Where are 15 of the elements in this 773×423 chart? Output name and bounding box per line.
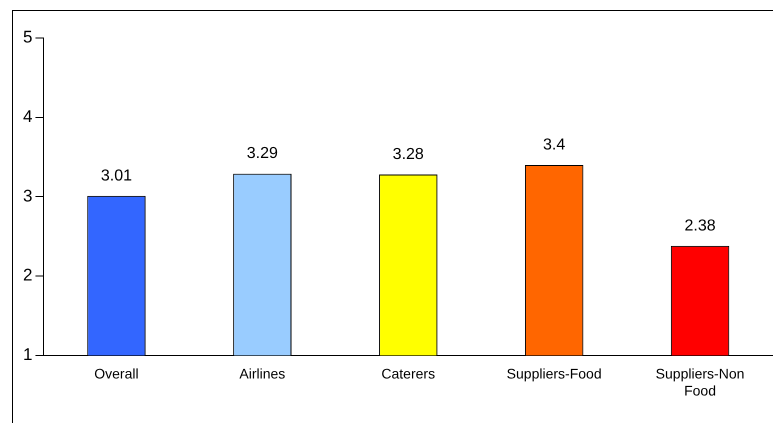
- y-tick-label: 4: [22, 107, 32, 126]
- x-tick-label: Caterers: [381, 366, 436, 382]
- data-label: 3.29: [246, 145, 278, 162]
- x-tick-label: Airlines: [239, 366, 286, 382]
- data-label: 3.4: [543, 136, 566, 154]
- y-tick-label: 1: [22, 345, 32, 364]
- x-tick-label: Suppliers-Non Food: [656, 366, 744, 398]
- y-tick-label: 2: [22, 266, 32, 285]
- x-tick-label: Overall: [94, 366, 139, 382]
- y-tick-label: 3: [22, 186, 32, 206]
- data-label: 3.28: [392, 146, 424, 163]
- data-label: 3.01: [100, 167, 132, 184]
- data-label: 2.38: [684, 217, 716, 234]
- x-tick-label: Suppliers-Food: [506, 366, 602, 382]
- y-tick-label: 5: [22, 28, 32, 47]
